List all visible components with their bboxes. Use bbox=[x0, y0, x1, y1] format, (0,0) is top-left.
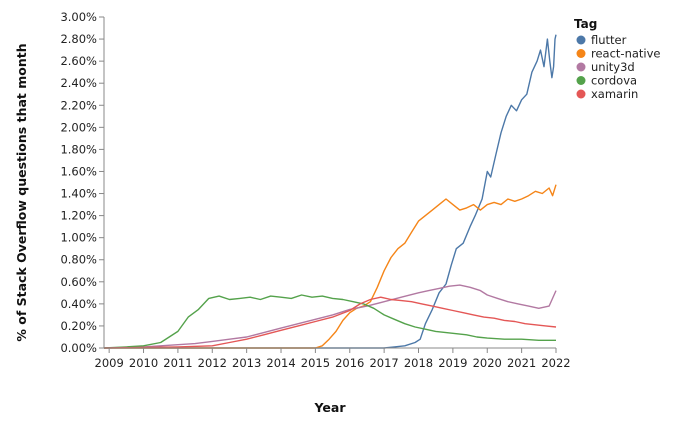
x-tick-label: 2009 bbox=[95, 356, 124, 370]
x-tick-label: 2019 bbox=[438, 356, 467, 370]
series-line-unity3d bbox=[103, 284, 557, 349]
y-tick-label: 2.20% bbox=[60, 98, 97, 112]
x-axis-title: Year bbox=[314, 400, 347, 415]
x-tick-label: 2020 bbox=[473, 356, 502, 370]
y-tick-label: 2.60% bbox=[60, 54, 97, 68]
legend-item-unity3d: unity3d bbox=[591, 60, 635, 74]
y-tick-label: 1.80% bbox=[60, 142, 97, 156]
y-tick-label: 0.20% bbox=[60, 319, 97, 333]
legend-item-flutter: flutter bbox=[591, 33, 627, 47]
x-tick-label: 2011 bbox=[163, 356, 192, 370]
y-tick-label: 2.40% bbox=[60, 76, 97, 90]
series-line-flutter bbox=[104, 34, 557, 349]
legend-item-react-native: react-native bbox=[591, 47, 661, 61]
y-tick-label: 3.00% bbox=[60, 10, 97, 24]
x-tick-label: 2012 bbox=[198, 356, 227, 370]
x-tick-label: 2018 bbox=[404, 356, 433, 370]
x-tick-label: 2022 bbox=[541, 356, 570, 370]
x-tick-label: 2013 bbox=[232, 356, 261, 370]
legend-swatch bbox=[576, 35, 586, 45]
legend-title: Tag bbox=[574, 17, 597, 31]
plot-area bbox=[103, 34, 557, 349]
series-line-xamarin bbox=[103, 296, 557, 349]
y-tick-label: 1.60% bbox=[60, 164, 97, 178]
y-tick-label: 2.00% bbox=[60, 120, 97, 134]
series-line-cordova bbox=[103, 294, 556, 349]
y-tick-label: 0.80% bbox=[60, 253, 97, 267]
legend-swatch bbox=[576, 49, 586, 58]
y-tick-label: 0.40% bbox=[60, 297, 97, 311]
y-tick-label: 1.40% bbox=[60, 187, 97, 201]
x-tick-label: 2021 bbox=[507, 356, 536, 370]
y-axis: 0.00% 0.20% 0.40% 0.60% 0.80% 1.00% 1.20% 1.40%… bbox=[60, 10, 104, 355]
x-tick-label: 2014 bbox=[266, 356, 295, 370]
series-line-react-native bbox=[104, 184, 557, 349]
y-tick-label: 0.00% bbox=[60, 341, 97, 355]
x-tick-label: 2015 bbox=[301, 356, 330, 370]
legend: Tag flutterreact-nativeunity3dcordovaxam… bbox=[574, 17, 661, 101]
x-tick-label: 2016 bbox=[335, 356, 364, 370]
y-tick-label: 1.00% bbox=[60, 231, 97, 245]
legend-swatch bbox=[576, 89, 586, 99]
x-tick-label: 2017 bbox=[369, 356, 398, 370]
y-tick-label: 1.20% bbox=[60, 209, 97, 223]
y-axis-title: % of Stack Overflow questions that month bbox=[14, 43, 29, 341]
y-tick-label: 0.60% bbox=[60, 275, 97, 289]
y-tick-label: 2.80% bbox=[60, 32, 97, 46]
x-tick-label: 2010 bbox=[129, 356, 158, 370]
legend-swatch bbox=[576, 76, 586, 85]
x-axis: 2009 2010 2011 2012 2013 2014 2015 2016 2017 2018… bbox=[95, 348, 571, 370]
legend-item-xamarin: xamarin bbox=[591, 87, 638, 101]
legend-item-cordova: cordova bbox=[591, 74, 637, 88]
legend-swatch bbox=[576, 62, 586, 72]
